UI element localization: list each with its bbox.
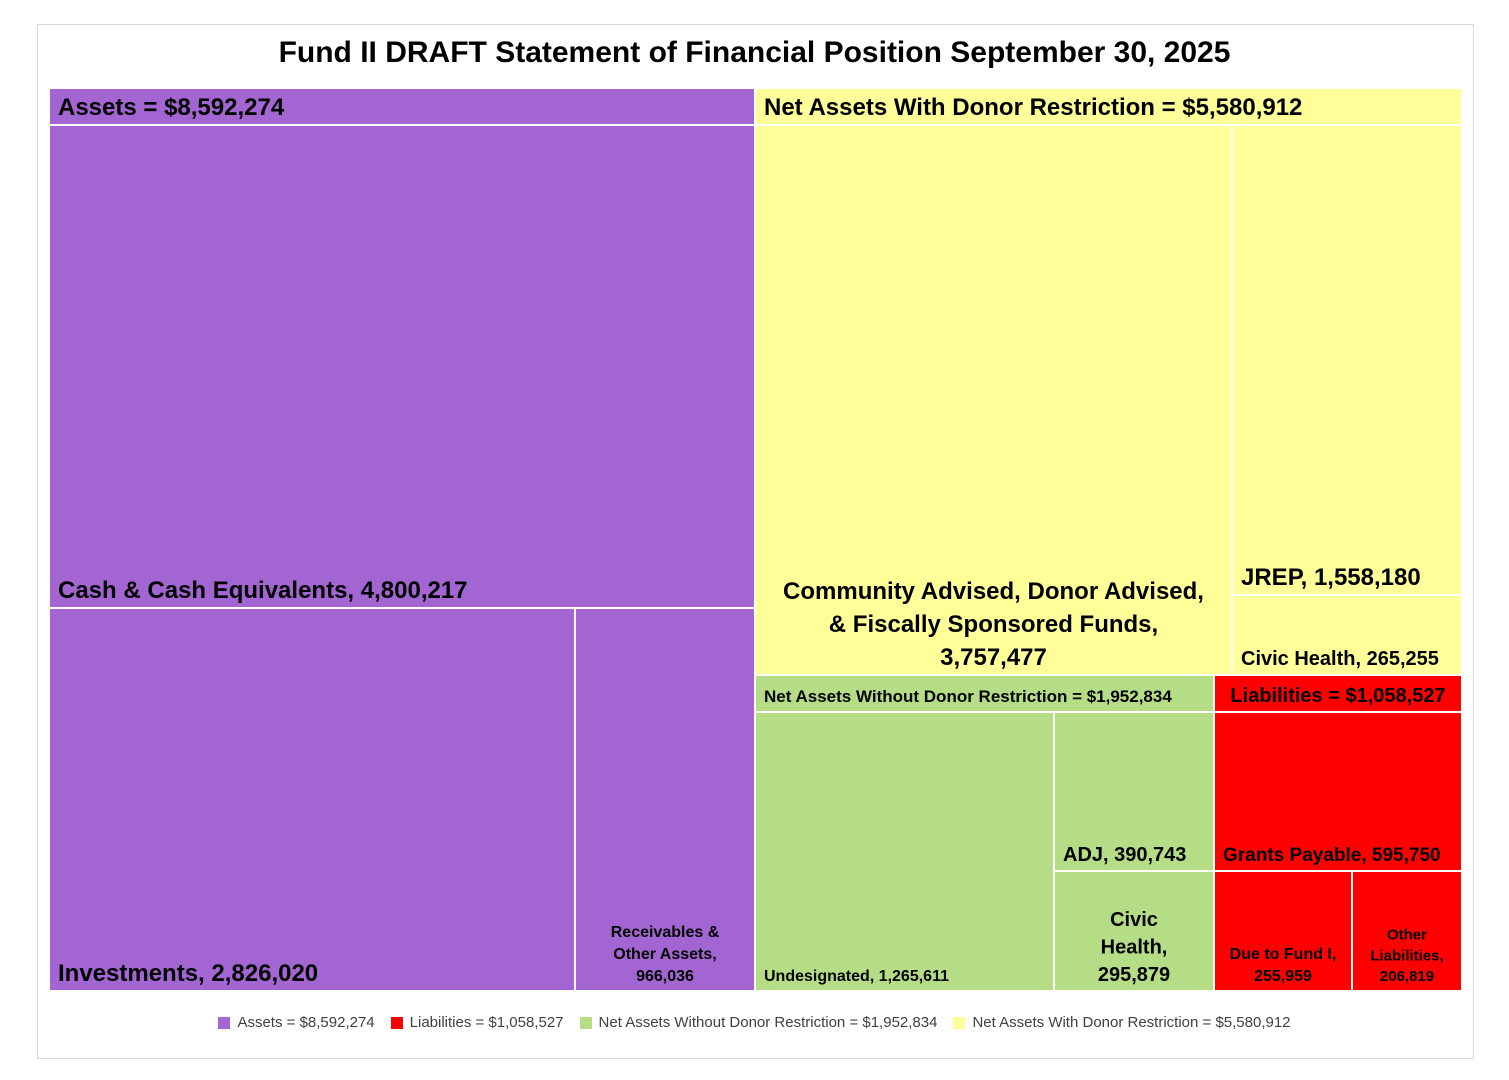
jrep-label: JREP, 1,558,180 [1241, 564, 1421, 591]
chart-legend: Assets = $8,592,274 Liabilities = $1,058,… [0, 1014, 1509, 1031]
investments-label: Investments, 2,826,020 [58, 960, 318, 987]
due-fund-i-label: Due to Fund I, 255,959 [1230, 946, 1337, 985]
grants-payable-tile [1213, 711, 1463, 872]
undesignated-tile [754, 711, 1055, 992]
grants-payable-label: Grants Payable, 595,750 [1223, 845, 1441, 866]
investments-tile [48, 607, 576, 992]
adj-tile [1053, 711, 1215, 872]
other-liabilities-label: Other Liabilities, 206,819 [1370, 927, 1443, 985]
legend-label: Net Assets Without Donor Restriction = $… [598, 1014, 938, 1031]
due-fund-i-tile [1213, 870, 1353, 992]
community-funds-label: Community Advised, Donor Advised, & Fisca… [783, 578, 1204, 671]
legend-item: Net Assets With Donor Restriction = $5,5… [953, 1014, 1291, 1031]
jrep-tile [1231, 124, 1463, 596]
civic-health-restricted-tile [1231, 594, 1463, 676]
legend-swatch [953, 1016, 966, 1029]
chart-title: Fund II DRAFT Statement of Financial Pos… [278, 36, 1231, 69]
with-restriction-header-tile [754, 87, 1463, 126]
community-funds-tile [754, 124, 1233, 676]
legend-label: Liabilities = $1,058,527 [409, 1014, 564, 1031]
without-restriction-header-tile [754, 674, 1215, 713]
civic-health-unrestricted-tile [1053, 870, 1215, 992]
cash-label: Cash & Cash Equivalents, 4,800,217 [58, 577, 468, 604]
civic-health-restricted-label: Civic Health, 265,255 [1241, 648, 1439, 670]
adj-label: ADJ, 390,743 [1063, 844, 1186, 866]
receivables-tile [574, 607, 756, 992]
legend-swatch [390, 1016, 403, 1029]
legend-item: Net Assets Without Donor Restriction = $… [579, 1014, 938, 1031]
legend-item: Liabilities = $1,058,527 [390, 1014, 564, 1031]
legend-label: Net Assets With Donor Restriction = $5,5… [972, 1014, 1291, 1031]
liabilities-header-tile [1213, 674, 1463, 713]
cash-tile [48, 124, 756, 609]
legend-swatch [579, 1016, 592, 1029]
other-liabilities-tile [1351, 870, 1463, 992]
without-restriction-header-label: Net Assets Without Donor Restriction = $… [764, 687, 1172, 706]
undesignated-label: Undesignated, 1,265,611 [764, 968, 949, 985]
civic-health-unrestricted-label: Civic Health, 295,879 [1098, 909, 1170, 986]
legend-label: Assets = $8,592,274 [237, 1014, 375, 1031]
assets-header-label: Assets = $8,592,274 [58, 94, 285, 121]
liabilities-header-label: Liabilities = $1,058,527 [1230, 685, 1445, 707]
legend-swatch [218, 1016, 231, 1029]
with-restriction-header-label: Net Assets With Donor Restriction = $5,5… [764, 94, 1302, 121]
legend-item: Assets = $8,592,274 [218, 1014, 375, 1031]
receivables-label: Receivables & Other Assets, 966,036 [611, 924, 720, 985]
assets-header-tile [48, 87, 756, 126]
